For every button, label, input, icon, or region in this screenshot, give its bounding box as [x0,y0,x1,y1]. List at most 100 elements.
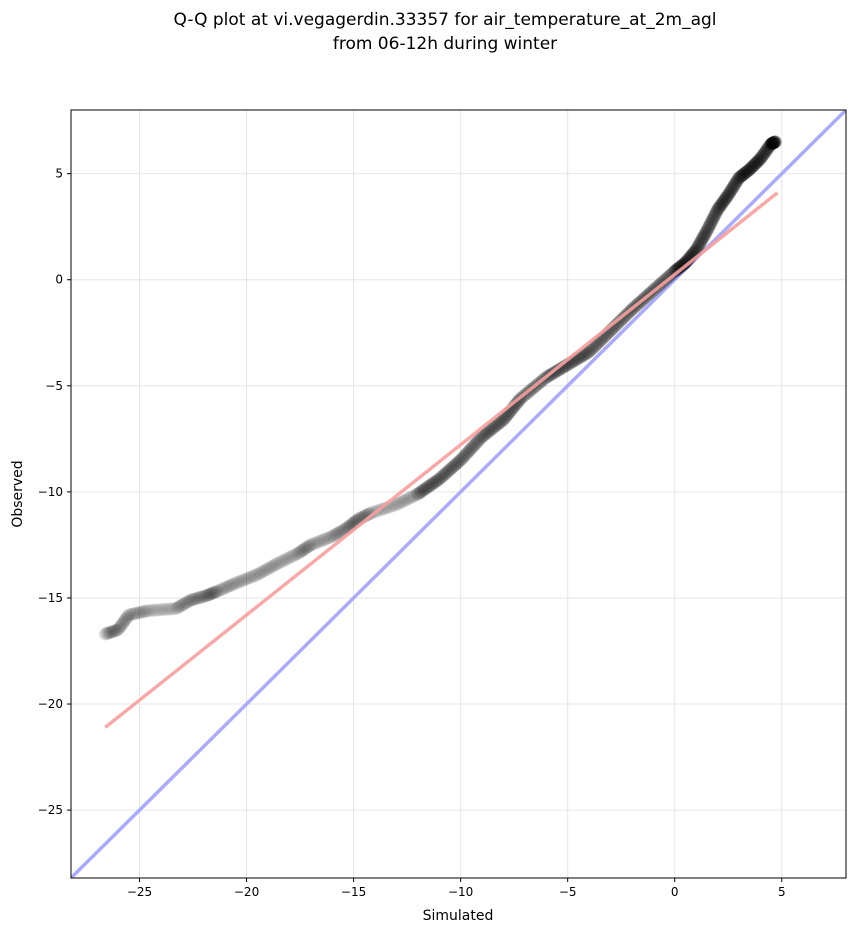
quantile-point [722,187,736,201]
quantile-point [462,444,476,458]
quantile-point [721,189,735,203]
quantile-point [188,592,202,606]
quantile-point [748,157,762,171]
quantile-point [430,474,444,488]
quantile-point [436,469,450,483]
quantile-point [389,498,403,512]
quantile-point [709,205,723,219]
quantile-point [128,607,142,621]
quantile-point [171,601,185,615]
quantile-point [497,412,511,426]
quantile-point [98,627,112,641]
quantile-point [704,216,718,230]
quantile-point [730,174,744,188]
quantile-point [766,136,780,150]
quantile-point [447,459,461,473]
quantile-point [668,264,682,278]
quantile-point [416,483,430,497]
quantile-point [190,591,204,605]
quantile-point [510,396,524,410]
chart-title-line-1: Q-Q plot at vi.vegagerdin.33357 for air_… [173,10,716,30]
quantile-point [669,263,683,277]
quantile-point [243,571,257,585]
quantile-point [699,225,713,239]
quantile-point [765,136,779,150]
quantile-point [768,135,782,149]
quantile-point [695,233,709,247]
quantile-point [690,241,704,255]
quantile-point [613,314,627,328]
quantile-point [725,182,739,196]
quantile-point [451,456,465,470]
quantile-point [704,216,718,230]
quantile-point [579,347,593,361]
quantile-point [735,168,749,182]
quantile-point [445,460,459,474]
quantile-point [115,617,129,631]
quantile-point [140,604,154,618]
quantile-point [484,423,498,437]
quantile-point [768,135,782,149]
quantile-point [736,167,750,181]
quantile-point [175,598,189,612]
quantile-point [762,140,776,154]
fit-line-layer [104,191,779,729]
quantile-point [764,137,778,151]
quantile-point [260,562,274,576]
quantile-point [754,151,768,165]
quantile-point [740,165,754,179]
quantile-point [245,570,259,584]
quantile-point [453,454,467,468]
quantile-point [474,430,488,444]
quantile-point [710,203,724,217]
quantile-point [292,546,306,560]
quantile-point [250,568,264,582]
quantile-point [227,577,241,591]
quantile-point [418,482,432,496]
quantile-point [756,149,770,163]
quantile-point [209,585,223,599]
quantile-point [467,438,481,452]
quantile-point [272,556,286,570]
fit-line [104,191,779,729]
quantile-point [328,528,342,542]
quantile-point [760,142,774,156]
quantile-point [746,159,760,173]
quantile-point [743,162,757,176]
quantile-point [754,150,768,164]
quantile-point [696,231,710,245]
quantile-point [766,136,780,150]
x-tick-label: 5 [778,885,786,899]
quantile-point [677,257,691,271]
quantile-point [763,138,777,152]
quantile-point [325,530,339,544]
quantile-point [205,587,219,601]
quantile-point [674,259,688,273]
quantile-point [767,136,781,150]
quantile-point [468,437,482,451]
quantile-point [460,446,474,460]
quantile-point [721,188,735,202]
quantile-point [117,614,131,628]
quantile-point [552,363,566,377]
quantile-point [731,173,745,187]
quantile-point [692,237,706,251]
quantile-point [667,265,681,279]
quantile-point [741,164,755,178]
quantile-point [456,450,470,464]
quantile-point [690,241,704,255]
quantile-point [759,144,773,158]
quantile-point [247,569,261,583]
quantile-point [734,169,748,183]
quantile-point [768,135,782,149]
quantile-point [700,223,714,237]
quantile-point [727,179,741,193]
quantile-point [723,185,737,199]
quantile-point [762,139,776,153]
quantile-point [437,468,451,482]
quantile-point [320,531,334,545]
quantile-point [473,432,487,446]
quantile-point [288,548,302,562]
quantile-point [120,611,134,625]
quantile-point [113,620,127,634]
